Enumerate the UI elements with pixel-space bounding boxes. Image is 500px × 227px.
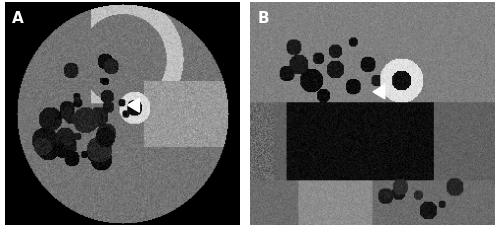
Text: B: B	[258, 11, 269, 26]
Polygon shape	[128, 98, 140, 112]
Polygon shape	[373, 85, 385, 99]
Text: A: A	[12, 11, 24, 26]
